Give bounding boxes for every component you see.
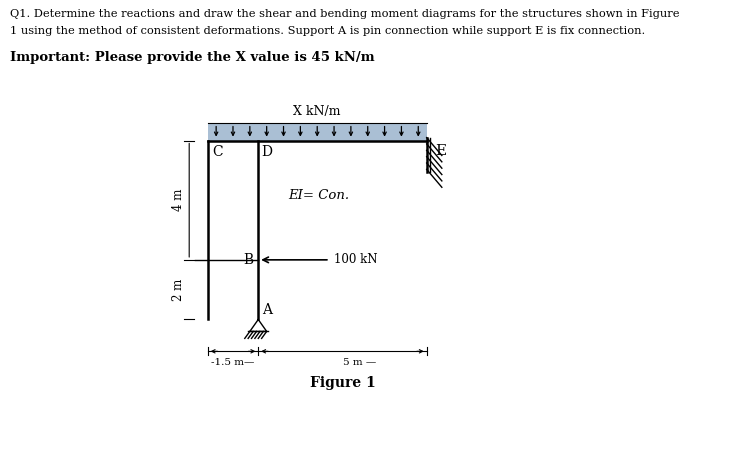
Text: 5 m —: 5 m — [343,358,376,367]
Text: A: A [262,303,273,316]
Text: X kN/m: X kN/m [294,105,341,118]
Text: 2 m: 2 m [172,279,185,301]
Polygon shape [208,123,426,141]
Text: -1.5 m—: -1.5 m— [211,358,254,367]
Text: B: B [243,253,253,267]
Text: 4 m: 4 m [172,189,185,212]
Text: 100 kN: 100 kN [334,253,378,266]
Text: Important: Please provide the X value is 45 kN/m: Important: Please provide the X value is… [9,51,375,64]
Text: D: D [262,145,273,158]
Text: E: E [435,143,446,157]
Text: 1 using the method of consistent deformations. Support A is pin connection while: 1 using the method of consistent deforma… [9,26,645,36]
Text: Figure 1: Figure 1 [310,376,375,390]
Text: C: C [212,145,222,158]
Text: EI= Con.: EI= Con. [288,189,349,202]
Text: Q1. Determine the reactions and draw the shear and bending moment diagrams for t: Q1. Determine the reactions and draw the… [9,9,679,19]
